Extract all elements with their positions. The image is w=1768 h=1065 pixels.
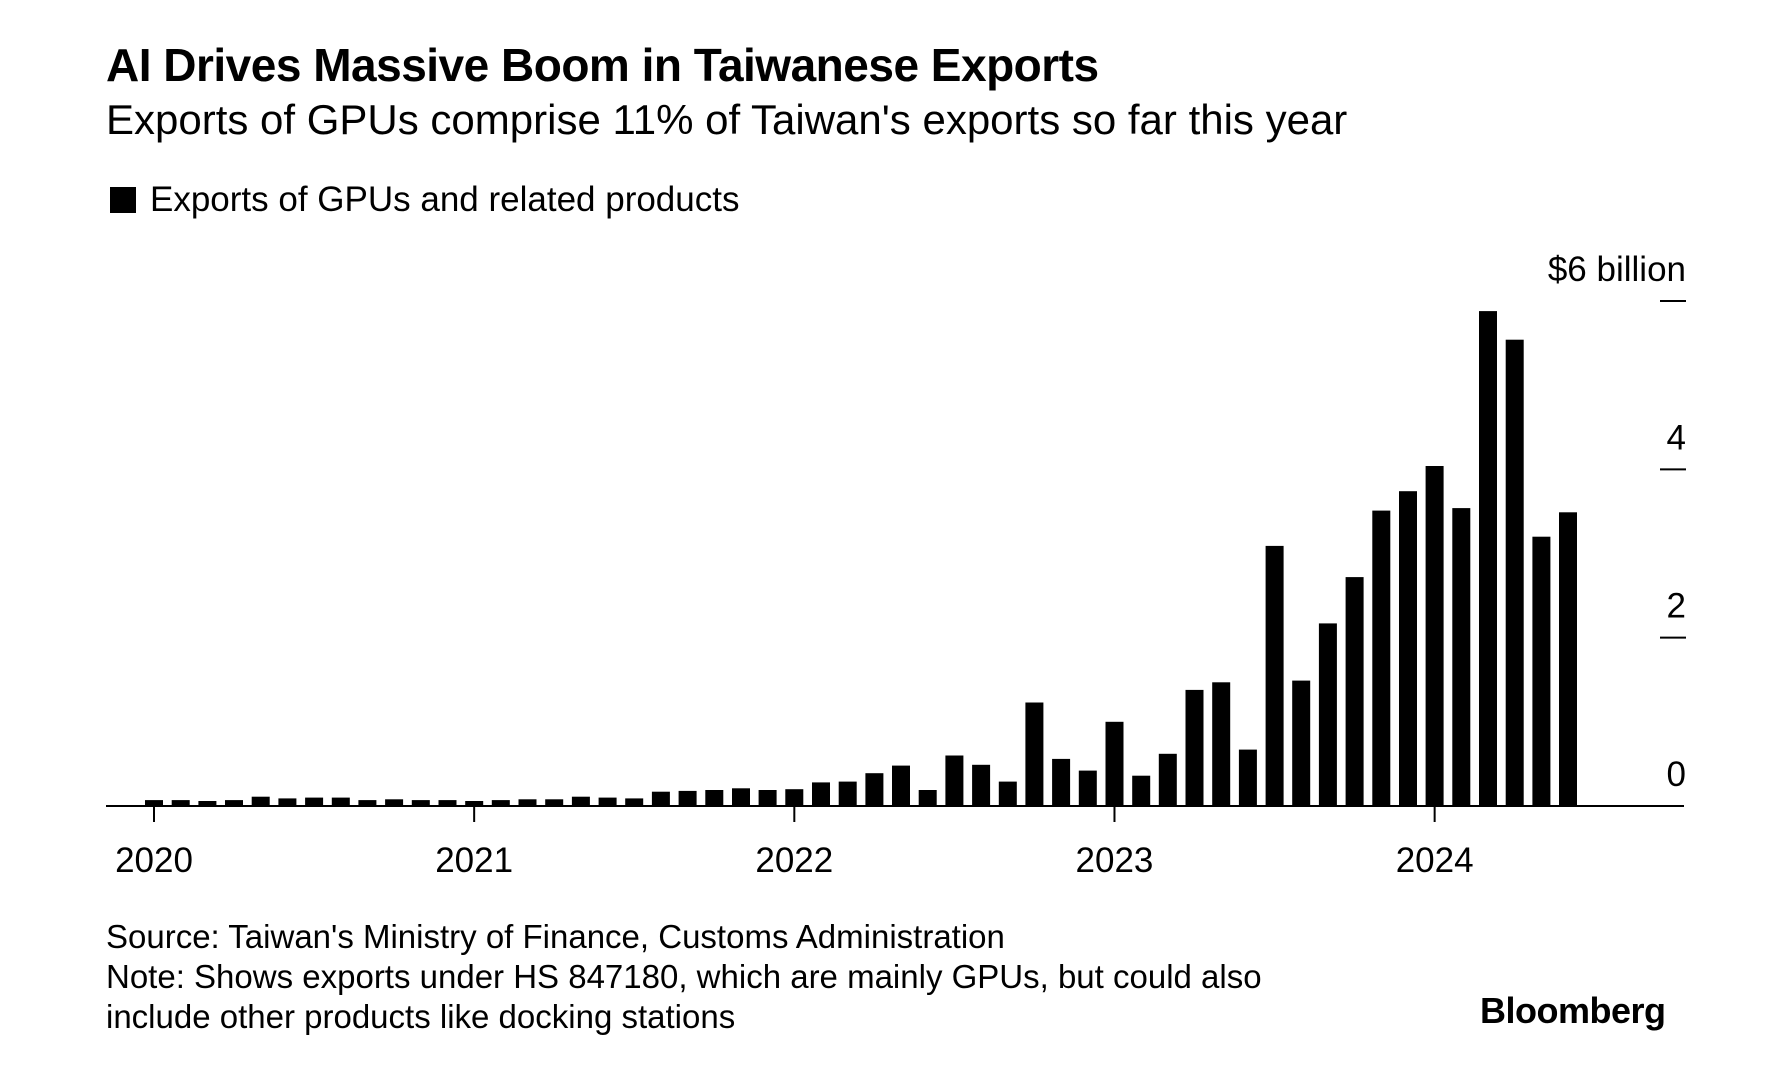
bar	[998, 781, 1017, 806]
bar	[1185, 689, 1204, 806]
chart-subtitle: Exports of GPUs comprise 11% of Taiwan's…	[106, 96, 1348, 143]
bar	[1399, 491, 1417, 806]
bar	[225, 800, 243, 806]
bar	[385, 799, 404, 806]
bar	[1505, 339, 1524, 806]
bar	[1078, 770, 1097, 806]
bar	[705, 790, 724, 806]
bar	[1532, 536, 1551, 806]
bar	[1292, 680, 1311, 806]
bar	[1372, 510, 1391, 806]
y-tick-label: $6 billion	[1548, 250, 1686, 289]
x-tick-label: 2022	[755, 841, 833, 880]
bar	[598, 797, 617, 806]
x-tick-label: 2023	[1076, 841, 1154, 880]
bar	[545, 799, 564, 806]
source-note: Source: Taiwan's Ministry of Finance, Cu…	[106, 918, 1005, 955]
x-tick-label: 2020	[115, 841, 193, 880]
bar	[785, 789, 804, 806]
bar	[198, 801, 217, 806]
bar	[491, 800, 510, 806]
bar	[305, 797, 324, 806]
bar	[1105, 721, 1124, 806]
legend-swatch	[110, 187, 136, 213]
bar	[838, 781, 857, 806]
bar	[331, 797, 350, 806]
bar	[678, 790, 697, 806]
bar	[251, 796, 270, 806]
chart-title: AI Drives Massive Boom in Taiwanese Expo…	[106, 39, 1099, 91]
legend-label: Exports of GPUs and related products	[150, 180, 740, 219]
bar	[571, 796, 590, 806]
bar	[1452, 508, 1471, 806]
legend: Exports of GPUs and related products	[110, 180, 739, 220]
footnote-line-2: include other products like docking stat…	[106, 998, 736, 1035]
footnote-line-1: Note: Shows exports under HS 847180, whi…	[106, 958, 1262, 995]
bar	[171, 800, 190, 806]
bar	[1425, 466, 1444, 806]
bar	[1345, 577, 1364, 806]
bar	[732, 788, 750, 806]
bar	[438, 800, 457, 806]
bar	[278, 798, 297, 806]
bar	[1318, 623, 1337, 806]
bar	[1265, 545, 1284, 806]
bar	[945, 755, 964, 806]
bar	[812, 782, 830, 806]
bar	[1212, 682, 1231, 806]
bar	[865, 773, 884, 806]
bar	[625, 798, 644, 806]
bar	[1052, 758, 1071, 806]
bar	[1025, 702, 1044, 806]
bar	[145, 800, 163, 806]
bar	[651, 791, 670, 806]
y-tick-label: 0	[1667, 755, 1686, 794]
bar	[972, 764, 991, 806]
x-tick-label: 2021	[435, 841, 513, 880]
x-tick-label: 2024	[1396, 841, 1474, 880]
bloomberg-logo: Bloomberg	[1480, 990, 1666, 1031]
bar	[411, 800, 430, 806]
bar	[1559, 512, 1577, 806]
bar	[358, 800, 377, 806]
bar	[1158, 753, 1177, 806]
bar	[518, 799, 537, 806]
bar	[1479, 311, 1497, 806]
bar	[758, 790, 777, 806]
bar	[1132, 775, 1151, 806]
y-tick-label: 4	[1667, 418, 1686, 457]
bar	[892, 765, 910, 806]
bar	[918, 790, 937, 806]
bar	[1238, 749, 1257, 806]
y-tick-label: 2	[1667, 587, 1686, 626]
bar	[465, 801, 484, 806]
